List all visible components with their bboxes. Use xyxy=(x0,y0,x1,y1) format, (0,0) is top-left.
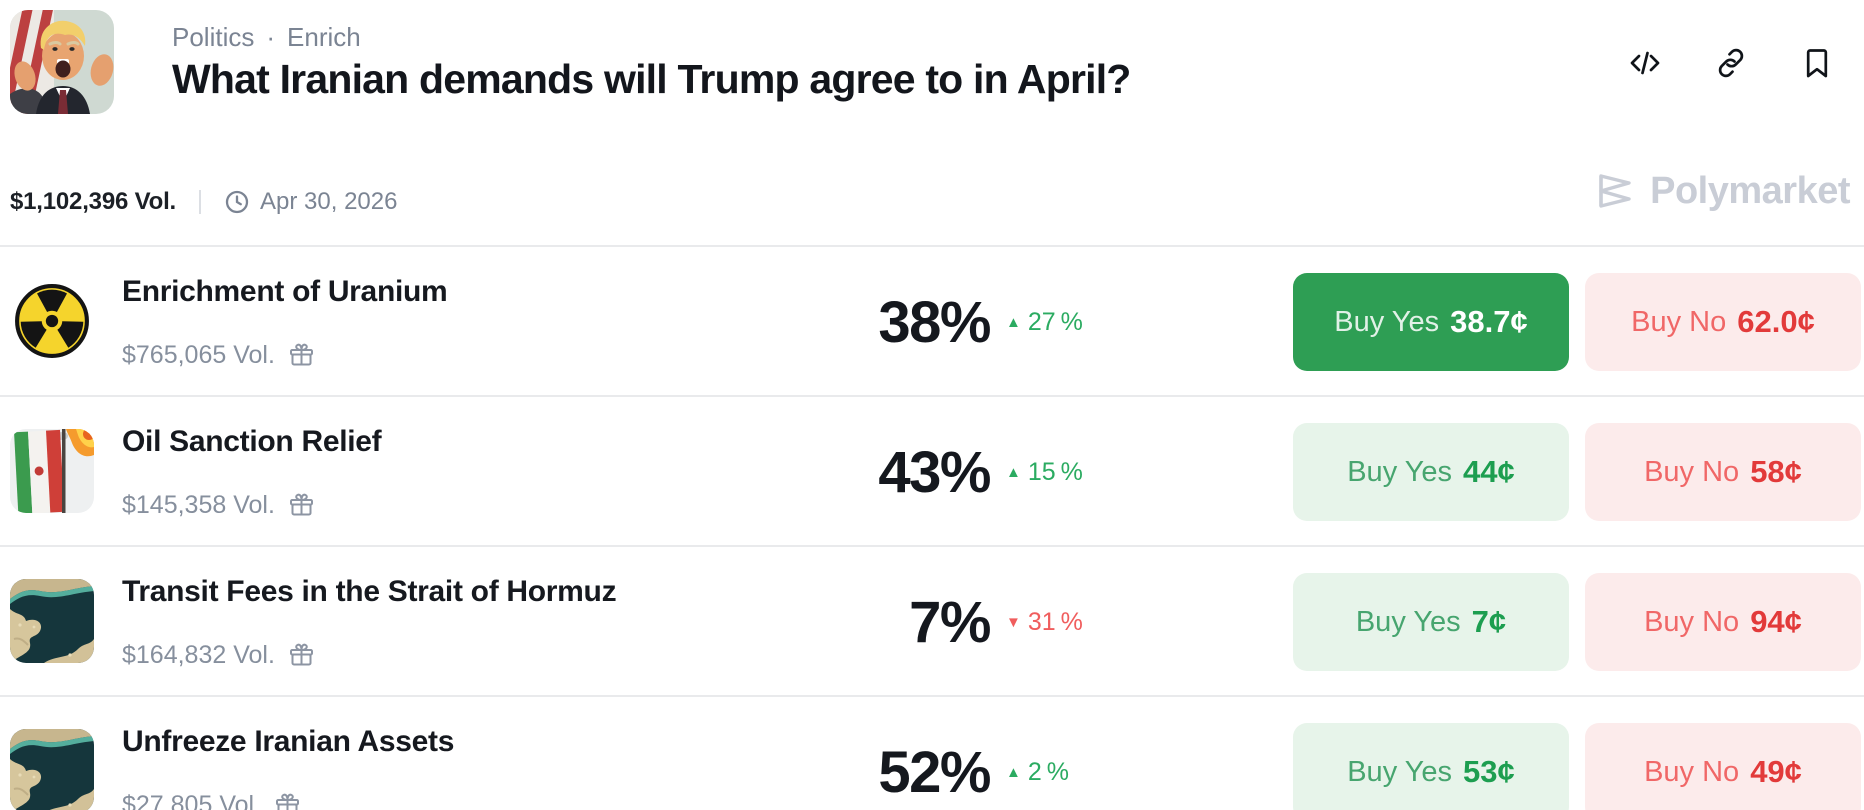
market-volume-label: $765,065 Vol. xyxy=(122,341,275,369)
market-title[interactable]: Oil Sanction Relief xyxy=(122,425,382,458)
market-row: Enrichment of Uranium $765,065 Vol. 38% … xyxy=(0,245,1864,395)
gift-icon xyxy=(289,643,313,666)
iran-flag-fire-image xyxy=(10,429,94,513)
radioactive-icon xyxy=(10,279,94,363)
buy-yes-price: 44¢ xyxy=(1463,454,1515,489)
buy-yes-price: 53¢ xyxy=(1463,754,1515,789)
buy-no-label: Buy No xyxy=(1644,455,1740,488)
market-row: Transit Fees in the Strait of Hormuz $16… xyxy=(0,545,1864,695)
buy-yes-button[interactable]: Buy Yes 38.7¢ xyxy=(1293,273,1569,371)
market-change-value: 2 % xyxy=(1027,757,1069,786)
market-change: ▲ 27 % xyxy=(1006,247,1083,397)
buy-no-price: 94¢ xyxy=(1750,604,1802,639)
market-row: Unfreeze Iranian Assets $27,805 Vol. 52%… xyxy=(0,695,1864,810)
buy-no-button[interactable]: Buy No 58¢ xyxy=(1585,423,1861,521)
market-change: ▲ 2 % xyxy=(1006,697,1069,810)
market-change-value: 15 % xyxy=(1027,457,1083,486)
buy-no-button[interactable]: Buy No 49¢ xyxy=(1585,723,1861,810)
buy-no-price: 49¢ xyxy=(1750,754,1802,789)
market-change-value: 31 % xyxy=(1027,607,1083,636)
market-volume-label: $164,832 Vol. xyxy=(122,641,275,669)
polymarket-logo-icon xyxy=(1599,174,1631,208)
gift-icon xyxy=(289,493,313,516)
total-volume: $1,102,396 Vol. xyxy=(10,188,177,215)
market-change: ▼ 31 % xyxy=(1006,547,1083,697)
strait-of-hormuz-image xyxy=(10,729,94,810)
market-chance: 38% xyxy=(878,289,991,355)
end-date: Apr 30, 2026 xyxy=(224,188,397,216)
buy-no-price: 58¢ xyxy=(1750,454,1802,489)
buy-yes-price: 38.7¢ xyxy=(1450,304,1528,339)
buy-yes-label: Buy Yes xyxy=(1347,455,1453,488)
buy-yes-label: Buy Yes xyxy=(1334,305,1440,338)
clock-icon xyxy=(225,190,249,214)
market-chance: 7% xyxy=(909,589,991,655)
bookmark-icon[interactable] xyxy=(1800,46,1834,80)
breadcrumb-category[interactable]: Politics xyxy=(172,22,255,52)
market-chance: 43% xyxy=(878,439,991,505)
market-volume: $27,805 Vol. xyxy=(122,791,301,810)
buy-no-price: 62.0¢ xyxy=(1737,304,1815,339)
buy-yes-price: 7¢ xyxy=(1471,604,1507,639)
buy-yes-button[interactable]: Buy Yes 44¢ xyxy=(1293,423,1569,521)
market-row: Oil Sanction Relief $145,358 Vol. 43% ▲ … xyxy=(0,395,1864,545)
embed-code-icon[interactable] xyxy=(1628,46,1662,80)
breadcrumb-separator: · xyxy=(266,22,276,52)
polymarket-logo-text: Polymarket xyxy=(1650,169,1850,212)
meta-row: $1,102,396 Vol. Apr 30, 2026 xyxy=(10,188,397,216)
arrow-up-icon: ▲ xyxy=(1006,763,1021,781)
buy-no-label: Buy No xyxy=(1644,755,1740,788)
market-title[interactable]: Enrichment of Uranium xyxy=(122,275,448,308)
buy-yes-button[interactable]: Buy Yes 7¢ xyxy=(1293,573,1569,671)
arrow-down-icon: ▼ xyxy=(1006,613,1021,631)
market-chance: 52% xyxy=(878,739,991,805)
market-title[interactable]: Transit Fees in the Strait of Hormuz xyxy=(122,575,617,608)
market-avatar-image xyxy=(10,10,114,114)
market-change-value: 27 % xyxy=(1027,307,1083,336)
end-date-label: Apr 30, 2026 xyxy=(260,188,398,215)
market-list: Enrichment of Uranium $765,065 Vol. 38% … xyxy=(0,245,1864,810)
strait-of-hormuz-image xyxy=(10,579,94,663)
breadcrumb-subcategory[interactable]: Enrich xyxy=(287,22,361,52)
trump-photo xyxy=(10,10,114,114)
divider xyxy=(199,190,202,214)
buy-no-button[interactable]: Buy No 62.0¢ xyxy=(1585,273,1861,371)
buy-yes-label: Buy Yes xyxy=(1355,605,1461,638)
market-volume-label: $27,805 Vol. xyxy=(122,791,262,810)
buy-yes-button[interactable]: Buy Yes 53¢ xyxy=(1293,723,1569,810)
header-actions xyxy=(1628,46,1834,80)
buy-no-label: Buy No xyxy=(1644,605,1740,638)
buy-no-label: Buy No xyxy=(1631,305,1727,338)
polymarket-logo[interactable]: Polymarket xyxy=(1592,168,1850,214)
market-volume-label: $145,358 Vol. xyxy=(122,491,275,519)
arrow-up-icon: ▲ xyxy=(1006,463,1021,481)
market-change: ▲ 15 % xyxy=(1006,397,1083,547)
market-volume: $164,832 Vol. xyxy=(122,641,315,670)
buy-yes-label: Buy Yes xyxy=(1347,755,1453,788)
gift-icon xyxy=(276,793,300,810)
gift-icon xyxy=(289,343,313,366)
market-volume: $145,358 Vol. xyxy=(122,491,315,520)
breadcrumb: Politics · Enrich xyxy=(172,22,361,53)
buy-no-button[interactable]: Buy No 94¢ xyxy=(1585,573,1861,671)
arrow-up-icon: ▲ xyxy=(1006,313,1021,331)
copy-link-icon[interactable] xyxy=(1714,46,1748,80)
market-volume: $765,065 Vol. xyxy=(122,341,315,370)
page-title[interactable]: What Iranian demands will Trump agree to… xyxy=(172,56,1131,102)
market-title[interactable]: Unfreeze Iranian Assets xyxy=(122,725,455,758)
